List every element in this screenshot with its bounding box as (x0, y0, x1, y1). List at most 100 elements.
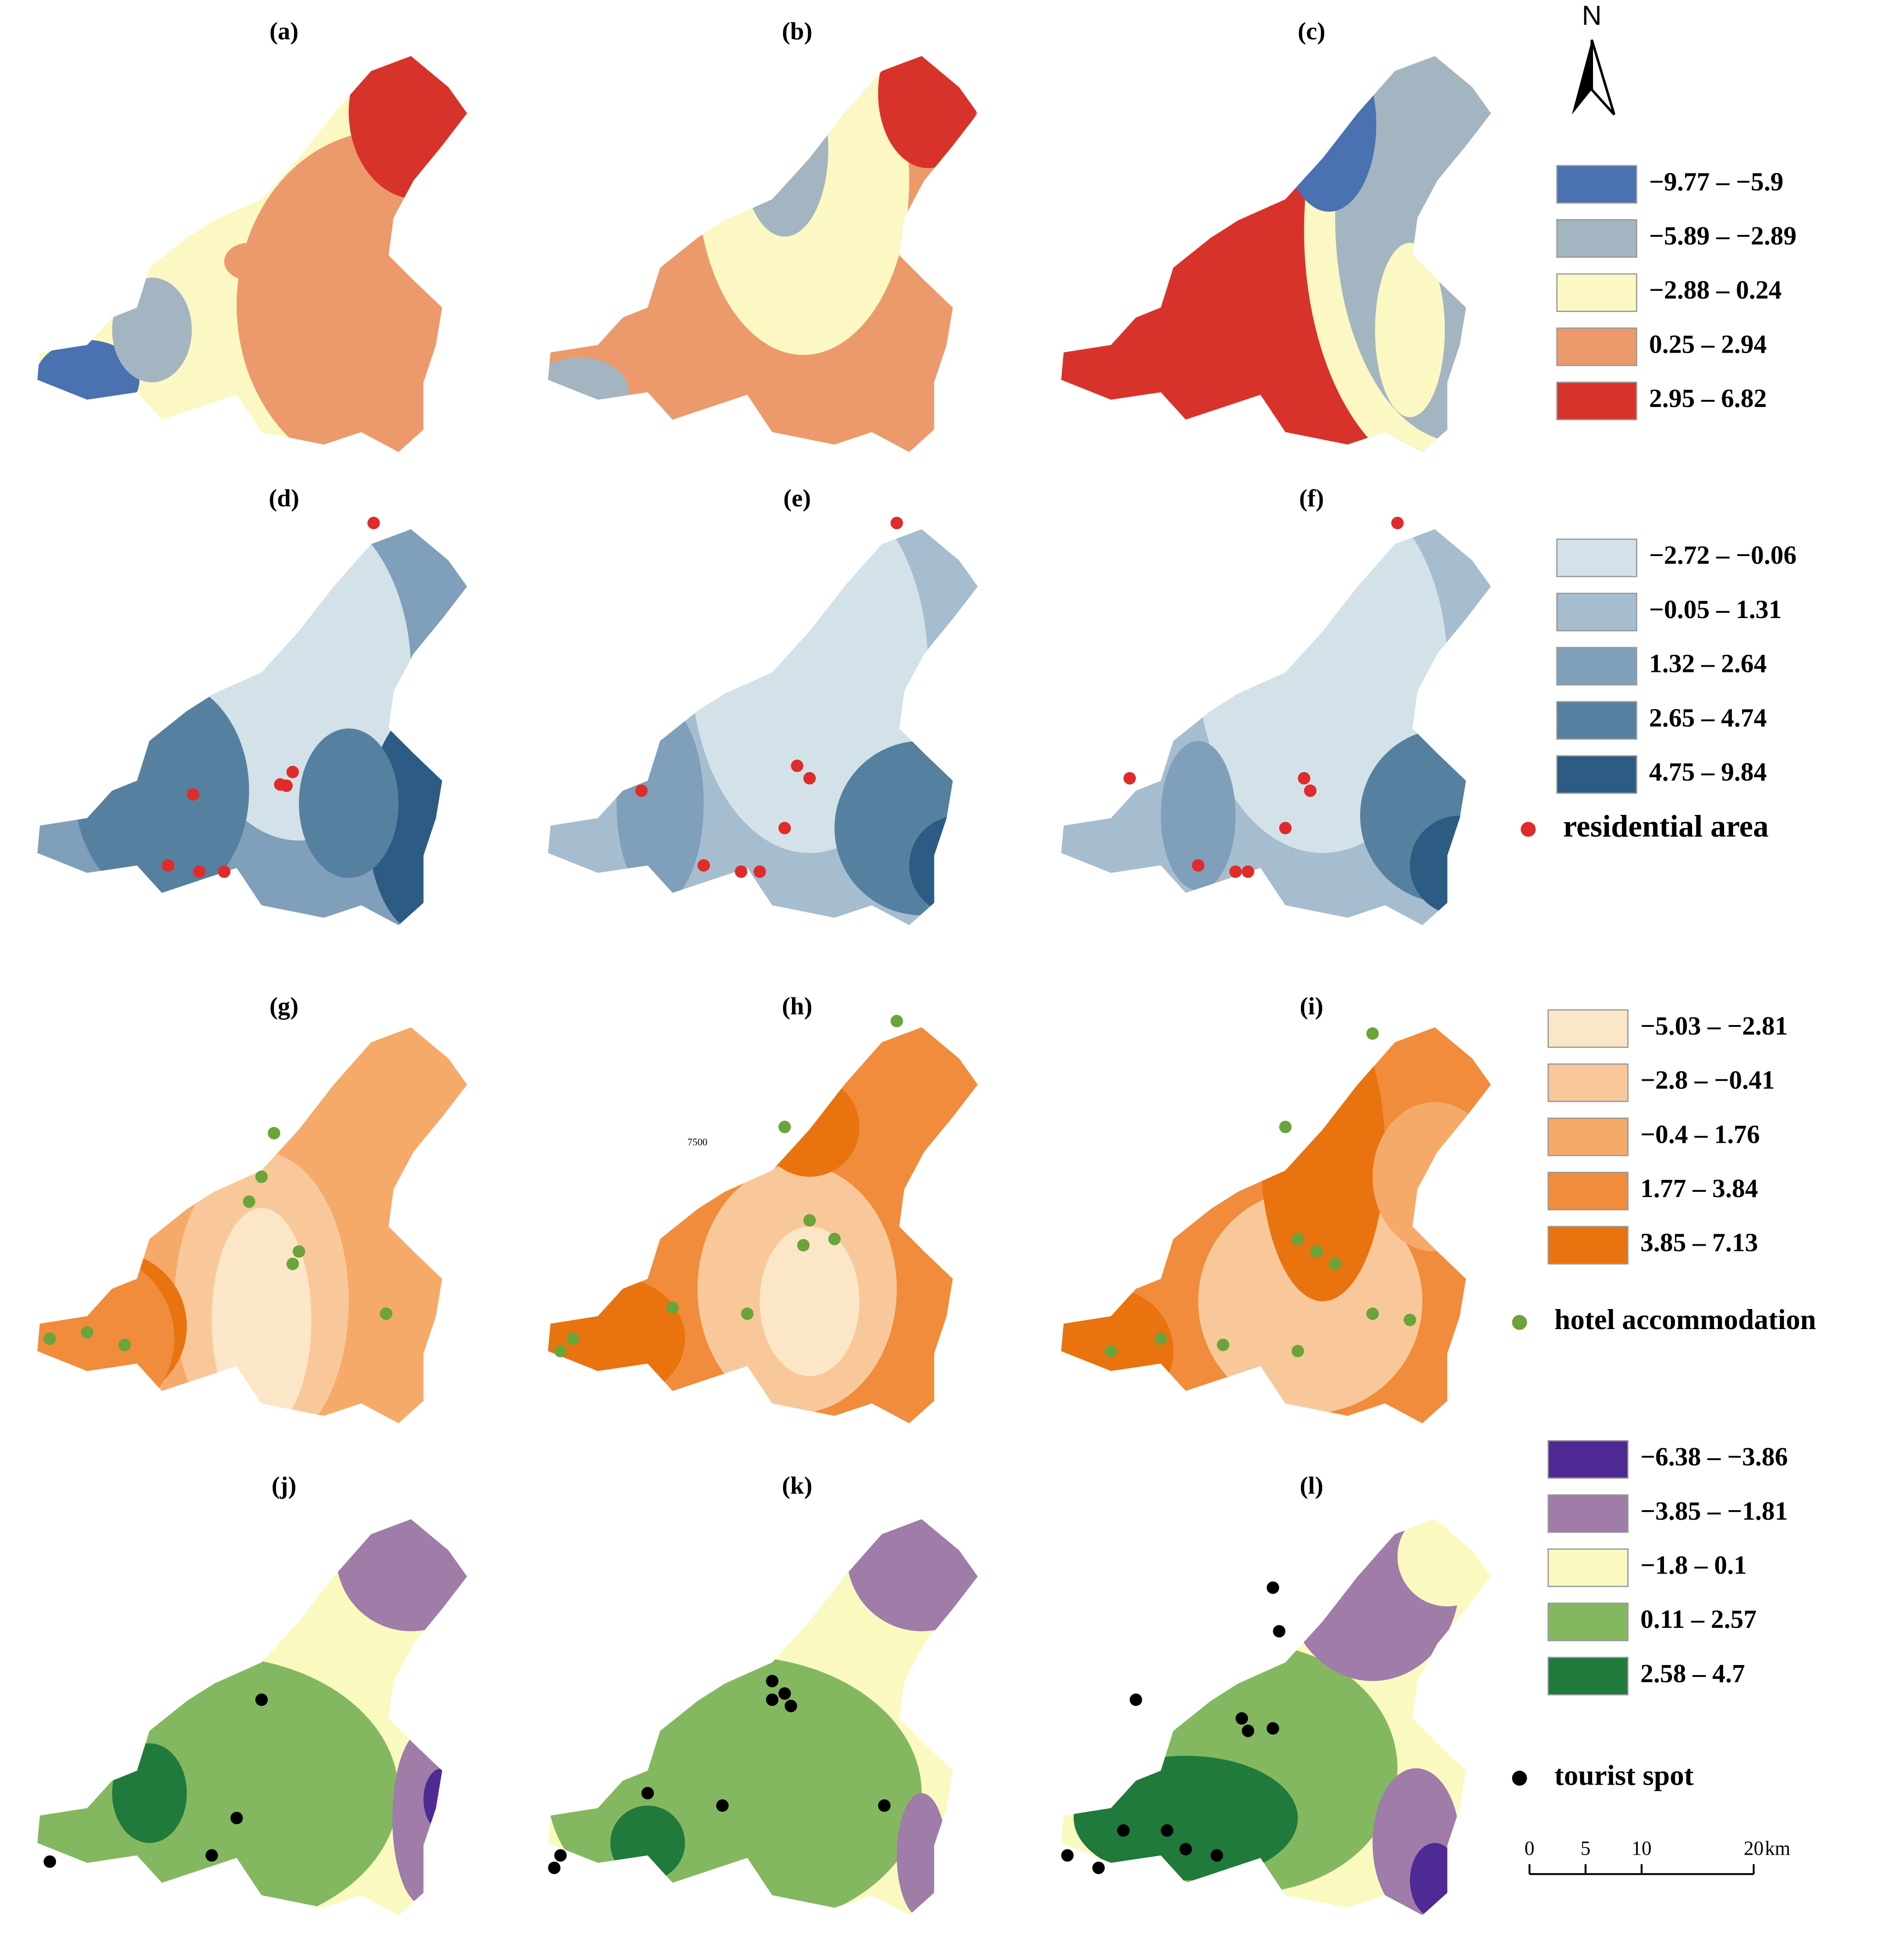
legend-label: −5.03 – −2.81 (1640, 1011, 1788, 1040)
map-zone (548, 1656, 922, 1915)
map-point (1061, 1849, 1074, 1862)
map-point (81, 1326, 94, 1339)
panel-label: (i) (1300, 993, 1323, 1020)
map-point (1217, 1339, 1229, 1351)
panel-label: (f) (1299, 484, 1324, 512)
legend-swatch (1547, 1603, 1629, 1642)
map-panel (1061, 517, 1491, 925)
map-point (187, 788, 200, 801)
map-zones (1061, 1027, 1491, 1423)
legend-label: −0.05 – 1.31 (1649, 595, 1782, 624)
map-zones (548, 1519, 978, 1915)
map-point (878, 1799, 891, 1812)
map-zones (1061, 529, 1491, 925)
map-point (1279, 822, 1292, 834)
map-zone (760, 1226, 860, 1376)
map-point (1154, 1332, 1167, 1345)
map-zone (1375, 243, 1445, 417)
map-point (735, 865, 748, 878)
map-zone (1335, 56, 1491, 442)
legend-swatch (1547, 1063, 1629, 1102)
map-point (741, 1307, 754, 1320)
map-point (567, 1332, 579, 1345)
map-zone (1260, 1027, 1385, 1301)
legend-swatch (1547, 1440, 1629, 1479)
map-point (554, 1345, 567, 1358)
map-zones (37, 1519, 467, 1915)
legend-label: 2.95 – 6.82 (1649, 384, 1767, 413)
map-zone (1360, 728, 1491, 903)
legend-swatch (1556, 327, 1637, 366)
map-point (1123, 772, 1136, 785)
legend-swatch (1547, 1117, 1629, 1157)
map-point (1267, 1722, 1279, 1735)
legend-label: 4.75 – 9.84 (1649, 757, 1767, 786)
legend-swatch (1556, 592, 1637, 631)
map-point (218, 865, 231, 878)
map-point (1273, 1625, 1286, 1638)
map-panel (548, 56, 978, 452)
map-point (778, 822, 791, 834)
map-point (890, 517, 903, 529)
map-point (1210, 1849, 1223, 1862)
legend-swatch (1547, 1226, 1629, 1265)
legend-label: −0.4 – 1.76 (1640, 1119, 1760, 1148)
map-zone (112, 1743, 187, 1843)
legend-label: −2.72 – −0.06 (1649, 540, 1797, 569)
map-zone (212, 1208, 312, 1423)
map-point (554, 1849, 567, 1862)
map-point (1229, 865, 1242, 878)
map-point (1241, 1725, 1255, 1737)
map-point (1298, 772, 1310, 785)
legend-label: −1.8 – 0.1 (1640, 1550, 1746, 1579)
north-arrow: N (1572, 0, 1615, 116)
scale-label: 20 (1744, 1838, 1764, 1860)
map-point (1179, 1843, 1192, 1856)
legend-label: −5.89 – −2.89 (1649, 221, 1797, 250)
map-zone (741, 62, 829, 237)
scale-unit: km (1765, 1838, 1790, 1860)
map-point (43, 1855, 56, 1868)
map-point (1192, 859, 1205, 872)
legend-label: −9.77 – −5.9 (1649, 167, 1784, 196)
panel-label: (d) (269, 484, 299, 512)
map-point (205, 1849, 218, 1862)
map-point (641, 1787, 654, 1799)
map-zone (616, 703, 704, 903)
legend-label: −2.8 – −0.41 (1640, 1066, 1775, 1095)
map-point (1291, 1345, 1304, 1358)
map-zone (548, 357, 629, 427)
legend-label: −6.38 – −3.86 (1640, 1442, 1788, 1471)
legend-swatch (1547, 1548, 1629, 1587)
legend-swatch (1556, 165, 1637, 204)
map-point (267, 1127, 281, 1139)
map-point (791, 759, 803, 772)
map-panel (37, 517, 467, 925)
map-point (803, 772, 816, 785)
map-zone (878, 56, 978, 168)
map-point (778, 1120, 791, 1133)
map-zone (1410, 815, 1491, 915)
map-point (778, 1687, 791, 1700)
legend-label: 3.85 – 7.13 (1640, 1228, 1758, 1257)
legend-label: 0.25 – 2.94 (1649, 329, 1767, 358)
map-panel (37, 1519, 467, 1915)
legend-swatch (1556, 647, 1637, 686)
map-point (293, 1245, 305, 1258)
legend-point-label: tourist spot (1554, 1759, 1694, 1791)
map-point (118, 1339, 131, 1351)
map-zone (1281, 56, 1377, 212)
legend-swatch (1556, 755, 1637, 794)
map-point (1117, 1824, 1130, 1837)
map-zone (1397, 1519, 1491, 1606)
map-zone (224, 243, 274, 280)
map-point (1092, 1861, 1105, 1874)
map-point (43, 1332, 56, 1345)
map-point (380, 1307, 393, 1320)
legend-swatch (1547, 1656, 1629, 1696)
map-point (666, 1301, 679, 1314)
map-zone (37, 1656, 399, 1915)
map-zone (336, 1519, 467, 1632)
